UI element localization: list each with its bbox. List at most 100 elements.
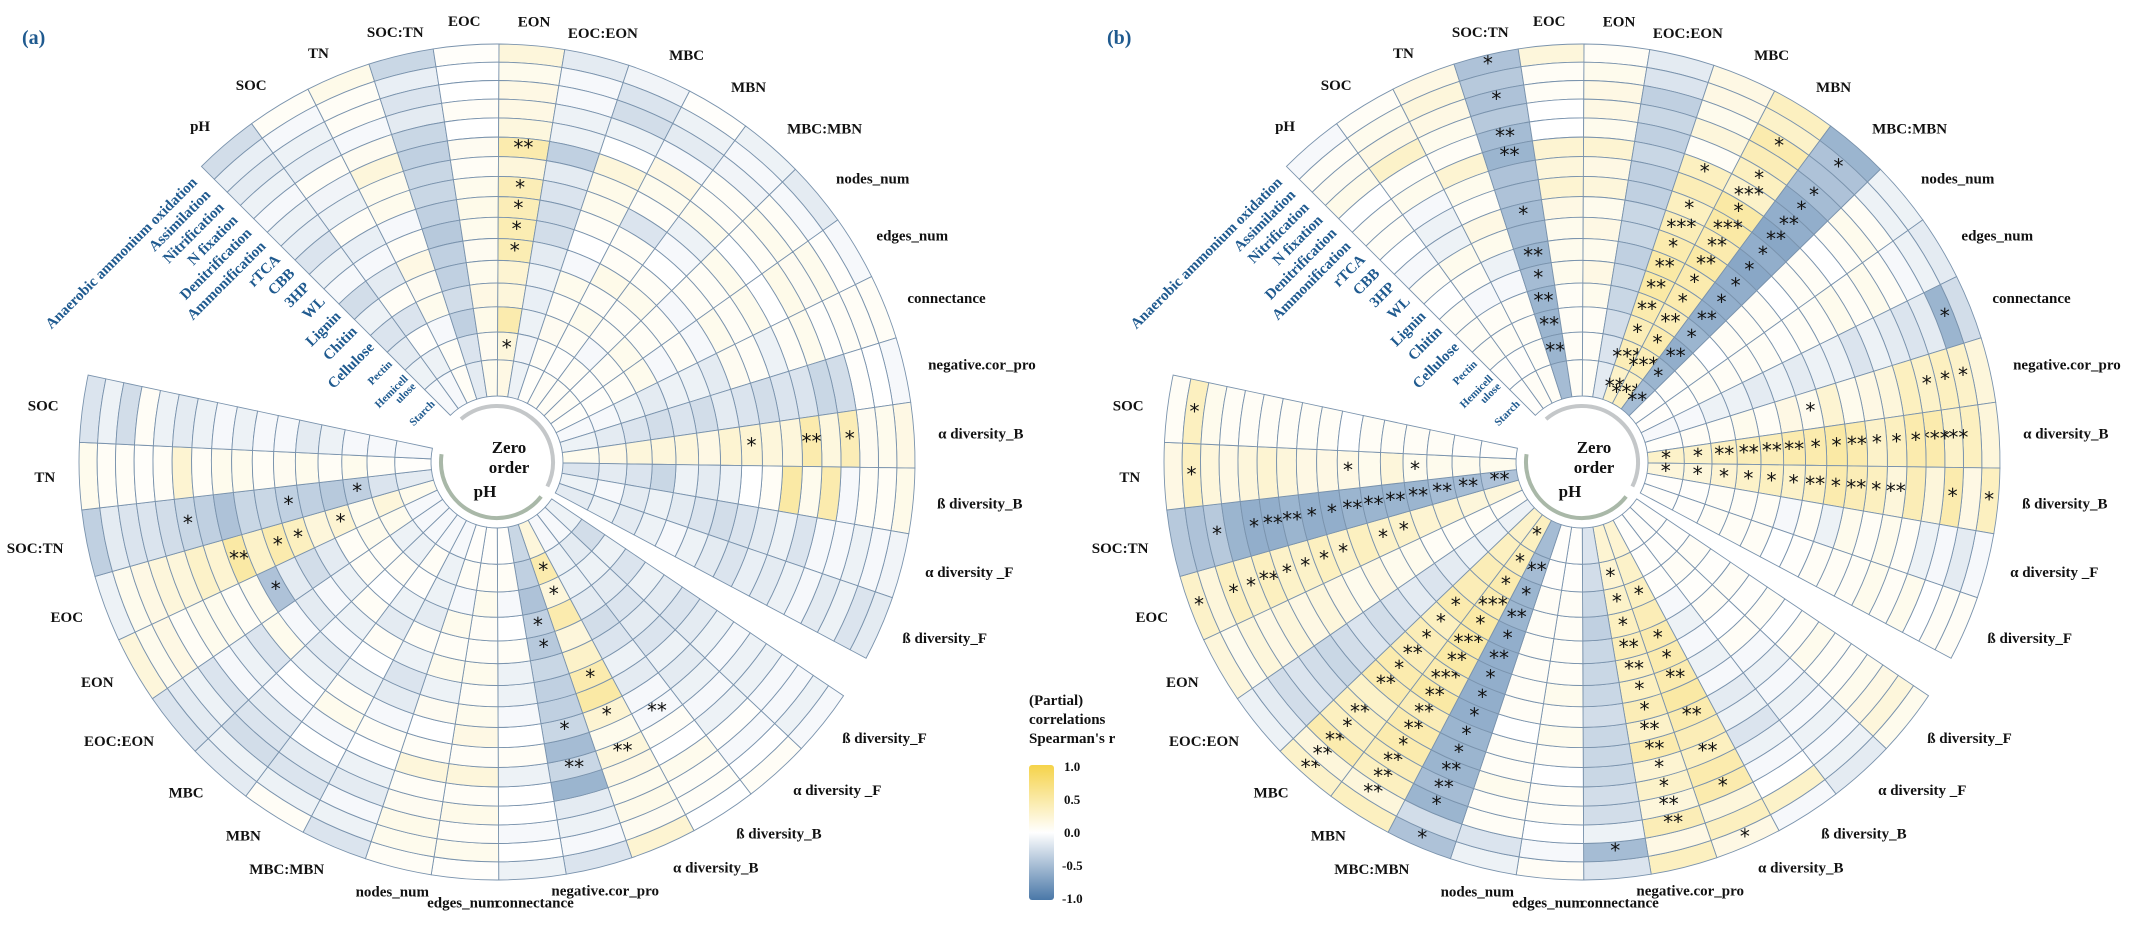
significance-mark: * xyxy=(1809,183,1819,207)
variable-label: negative.cor_pro xyxy=(2013,357,2121,373)
significance-mark: * xyxy=(1948,484,1958,508)
heatmap-cell xyxy=(1163,441,1186,511)
significance-mark: ** xyxy=(1259,567,1279,591)
heatmap-cell xyxy=(497,614,528,642)
legend-title-line-3: Spearman's r xyxy=(1029,731,1116,747)
variable-label: SOC:TN xyxy=(1452,25,1509,41)
significance-mark: ** xyxy=(1619,635,1639,659)
variable-label: connectance xyxy=(1992,291,2071,307)
significance-mark: * xyxy=(747,434,757,458)
heatmap-cell xyxy=(716,464,743,505)
significance-mark: ** xyxy=(1682,703,1702,727)
variable-label: edges_num xyxy=(1961,228,2033,244)
legend-tick-0: 0.0 xyxy=(1064,825,1080,840)
heatmap-cell xyxy=(1237,445,1260,502)
significance-mark: ** xyxy=(1447,648,1467,672)
significance-mark: ** xyxy=(1696,252,1716,276)
variable-label: MBN xyxy=(226,829,261,845)
significance-mark: ** xyxy=(1373,764,1393,788)
significance-mark: * xyxy=(1483,51,1493,75)
significance-mark: * xyxy=(1653,625,1663,649)
heatmap-cell xyxy=(1380,419,1408,455)
significance-mark: * xyxy=(1678,289,1688,313)
legend-tick-neg-0-5: -0.5 xyxy=(1062,858,1083,873)
variable-label: MBC xyxy=(169,786,204,802)
heatmap-cell xyxy=(1200,443,1222,507)
heatmap-cell xyxy=(497,589,524,618)
center-label-line-1: Zero xyxy=(492,438,527,457)
significance-mark: * xyxy=(1634,677,1644,701)
significance-mark: * xyxy=(845,427,855,451)
significance-mark: * xyxy=(539,635,549,659)
significance-mark: ** xyxy=(1697,307,1717,331)
significance-mark: * xyxy=(602,703,612,727)
variable-label: EOC:EON xyxy=(1169,734,1239,750)
heatmap-cell xyxy=(696,429,721,466)
significance-mark: ** xyxy=(229,547,249,571)
variable-label: nodes_num xyxy=(836,171,910,187)
heatmap-cell xyxy=(1539,703,1584,728)
variable-label: ß diversity_B xyxy=(937,496,1022,512)
heatmap-cell xyxy=(717,426,743,467)
significance-mark: * xyxy=(1610,839,1620,863)
variable-label: EOC xyxy=(1533,14,1566,30)
significance-mark: * xyxy=(1766,469,1776,493)
variable-label: edges_num xyxy=(876,228,948,244)
variable-label: EOC xyxy=(448,14,481,30)
significance-mark: * xyxy=(1653,330,1663,354)
significance-mark: * xyxy=(1532,522,1542,546)
heatmap-cell xyxy=(1549,638,1584,665)
significance-mark: * xyxy=(1911,428,1921,452)
legend-title-line-2: correlations xyxy=(1029,712,1106,728)
partial-arc xyxy=(1524,453,1628,520)
significance-mark: ** xyxy=(1458,474,1478,498)
significance-mark: * xyxy=(1789,470,1799,494)
significance-mark: ** xyxy=(1350,700,1370,724)
significance-mark: * xyxy=(1477,685,1487,709)
variable-label: EON xyxy=(1603,15,1636,31)
significance-mark: ** xyxy=(513,136,533,160)
significance-mark: * xyxy=(1661,446,1671,470)
heatmap-cell xyxy=(191,447,214,498)
variable-label: EON xyxy=(1166,675,1199,691)
significance-mark: * xyxy=(1378,525,1388,549)
significance-mark: * xyxy=(1774,134,1784,158)
variable-label: SOC xyxy=(1321,78,1352,94)
heatmap-cell xyxy=(759,420,784,467)
variable-label: EON xyxy=(518,15,551,31)
significance-mark: * xyxy=(1469,704,1479,728)
significance-mark: ** xyxy=(1762,438,1782,462)
heatmap-cell xyxy=(1402,424,1431,456)
significance-mark: * xyxy=(1612,590,1622,614)
variable-label: EON xyxy=(81,675,114,691)
significance-mark: ** xyxy=(1523,244,1543,268)
significance-mark: * xyxy=(1634,582,1644,606)
significance-mark: ** xyxy=(1425,683,1445,707)
legend-title-line-1: (Partial) xyxy=(1029,693,1083,709)
heatmap-cell xyxy=(455,196,499,221)
variable-label: SOC:TN xyxy=(7,541,64,557)
significance-mark: * xyxy=(1693,462,1703,486)
variable-label: ß diversity_B xyxy=(736,827,821,843)
heatmap-cell xyxy=(1295,448,1319,496)
significance-mark: * xyxy=(1342,714,1352,738)
variable-label: MBC:MBN xyxy=(1872,122,1947,138)
significance-mark: * xyxy=(1327,500,1337,524)
function-label: Pectin xyxy=(366,358,395,387)
variable-label: ß diversity_F xyxy=(902,631,987,647)
heatmap-cell xyxy=(1582,614,1613,642)
heatmap-cell xyxy=(497,681,539,708)
heatmap-cell xyxy=(1426,429,1456,457)
heatmap-cell xyxy=(673,432,700,466)
significance-mark: * xyxy=(1831,474,1841,498)
variable-label: ß diversity_F xyxy=(842,731,927,747)
significance-mark: * xyxy=(1436,609,1446,633)
heatmap-cell xyxy=(497,282,527,310)
significance-mark: * xyxy=(502,336,512,360)
variable-label: negative.cor_pro xyxy=(551,884,659,900)
center-label-line-2: order xyxy=(489,458,530,477)
variable-label: connectance xyxy=(1580,895,1659,911)
variable-label: pH xyxy=(190,119,210,135)
